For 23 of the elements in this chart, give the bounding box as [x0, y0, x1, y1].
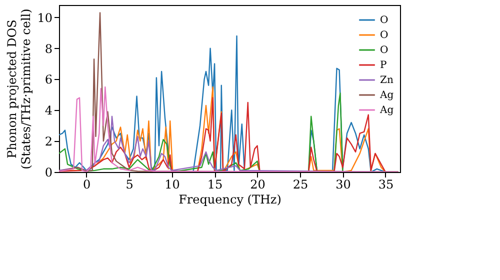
legend-label: Zn	[380, 75, 394, 86]
x-tick-label: 30	[336, 178, 351, 192]
x-tick-label: 25	[292, 178, 308, 192]
x-tick-label: 20	[250, 178, 266, 192]
legend-label: Ag	[379, 105, 394, 116]
legend-label: O	[380, 45, 388, 56]
y-tick-label: 0	[44, 166, 52, 180]
x-tick-label: 15	[207, 178, 223, 192]
y-tick-label: 4	[44, 104, 53, 118]
legend-label: P	[380, 60, 387, 71]
x-tick-label: 10	[164, 178, 180, 192]
x-tick-label: 35	[378, 178, 394, 192]
y-tick-label: 6	[44, 72, 52, 87]
y-tick-label: 10	[37, 10, 52, 25]
y-tick-label: 8	[44, 42, 52, 56]
y-tick-label: 2	[44, 134, 52, 149]
legend-label: O	[380, 30, 388, 41]
y-axis-title: Phonon projected DOS (States/THz·primitive cell)	[5, 8, 34, 170]
x-axis-title: Frequency (THz)	[178, 192, 282, 206]
x-tick-label: 5	[126, 178, 134, 192]
x-tick-label: 0	[83, 178, 91, 192]
legend-label: Ag	[379, 90, 394, 101]
legend-label: O	[380, 15, 388, 26]
